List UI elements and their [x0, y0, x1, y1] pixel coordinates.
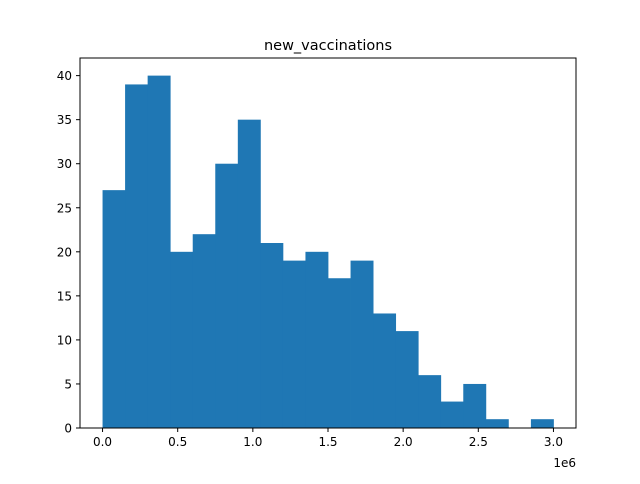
axes-frame: [79, 57, 577, 429]
x-tick-label: 1.0: [243, 435, 262, 449]
x-tick-label: 2.5: [469, 435, 488, 449]
histogram-bar: [260, 243, 284, 428]
histogram-bar: [215, 163, 239, 428]
y-tick-label: 25: [57, 201, 72, 215]
x-tick-label: 1.5: [318, 435, 337, 449]
histogram-bar: [305, 251, 329, 428]
histogram-bar: [530, 419, 554, 428]
histogram-bar: [282, 260, 306, 428]
histogram-bar: [147, 75, 171, 429]
x-tick-label: 0.0: [93, 435, 112, 449]
x-tick-label: 0.5: [168, 435, 187, 449]
y-tick-label: 40: [57, 69, 72, 83]
y-tick-label: 10: [57, 333, 72, 347]
x-tick-label: 2.0: [394, 435, 413, 449]
histogram-bar: [192, 234, 216, 428]
histogram-bar: [125, 84, 149, 429]
x-axis: 0.0 0.5 1.0 1.5 2.0 2.5 3.0: [93, 428, 563, 449]
bars-group: [102, 75, 554, 429]
x-axis-offset-label: 1e6: [553, 456, 576, 470]
histogram-bar: [463, 383, 487, 428]
chart-title: new_vaccinations: [264, 38, 392, 54]
y-tick-label: 15: [57, 289, 72, 303]
histogram-bar: [237, 119, 261, 429]
histogram-bar: [102, 190, 126, 428]
y-tick-label: 35: [57, 113, 72, 127]
histogram-bar: [485, 419, 509, 428]
y-tick-label: 5: [64, 377, 72, 391]
histogram-bar: [350, 260, 374, 428]
y-tick-label: 30: [57, 157, 72, 171]
y-tick-label: 20: [57, 245, 72, 259]
histogram-bar: [373, 313, 397, 428]
histogram-bar: [328, 278, 351, 428]
histogram-bar: [395, 331, 419, 428]
histogram-bar: [440, 401, 464, 428]
histogram-bar: [170, 251, 194, 428]
y-tick-label: 0: [64, 422, 72, 436]
histogram-bar: [418, 375, 442, 428]
y-axis: 0 5 10 15 20 25 30 35 40: [57, 69, 80, 436]
x-tick-label: 3.0: [544, 435, 563, 449]
